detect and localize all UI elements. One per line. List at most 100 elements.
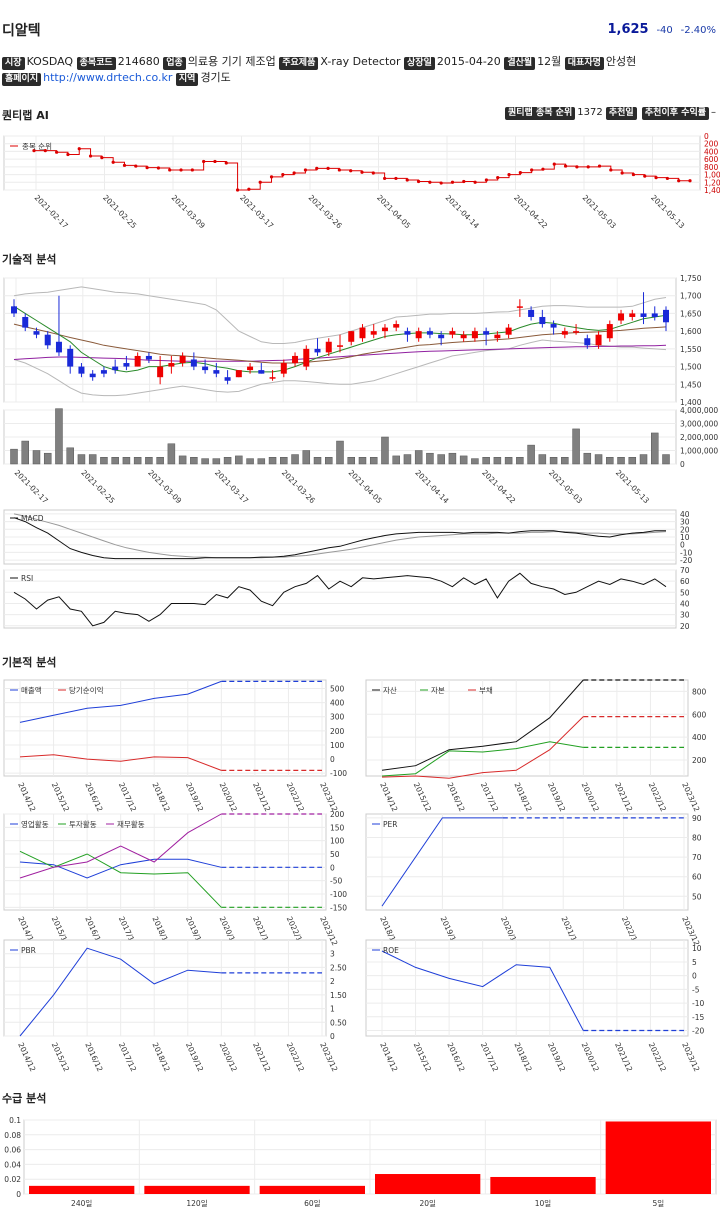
x-tick-label: 2021-05-03: [581, 193, 618, 230]
region-tag: 지역: [175, 73, 199, 86]
x-tick-label: 2021-04-14: [413, 468, 450, 505]
x-tick-label: 2022/12: [647, 1041, 668, 1073]
candle-body: [404, 331, 411, 335]
rank-point: [620, 171, 624, 175]
x-tick-label: 2016/12: [83, 781, 104, 813]
supply-bar: [375, 1174, 481, 1194]
y-tick-label: 50: [330, 850, 340, 859]
candle-body: [516, 306, 523, 308]
x-tick-label: 2015/12: [50, 781, 71, 813]
series-line: [381, 817, 503, 907]
y-tick-label: 600: [704, 155, 719, 164]
rank-point: [179, 168, 183, 172]
candle-body: [629, 313, 636, 317]
y-tick-label: 3,000,000: [680, 420, 718, 429]
volume-bar: [606, 457, 614, 465]
volume-bar: [88, 454, 97, 465]
y-tick-label: 20: [680, 525, 690, 534]
candle-body: [22, 316, 29, 328]
candle-body: [213, 370, 220, 374]
rank-point: [315, 166, 319, 170]
volume-bar: [538, 454, 547, 465]
homepage-link[interactable]: http://www.drtech.co.kr: [43, 71, 173, 84]
x-tick-label: 2020/12: [580, 781, 601, 813]
series-line: [19, 947, 222, 1037]
y-tick-label: 300: [330, 713, 345, 722]
y-tick-label: 1,200: [704, 178, 720, 187]
volume-bar: [437, 454, 445, 465]
y-tick-label: 0.02: [4, 1175, 21, 1184]
y-tick-label: -150: [330, 903, 347, 912]
rank-point: [541, 167, 545, 171]
x-tick-label: 2023/12: [318, 781, 339, 813]
quant-section-title: 퀀티랩 AI: [2, 109, 49, 122]
rec-date-tag: 추천일: [605, 107, 637, 120]
candle-body: [370, 331, 377, 335]
rank-point: [269, 175, 274, 179]
candle-body: [539, 316, 546, 325]
quant-tags: 퀀티랩 종목 순위 1372 추천일 추천이후 수익률 –: [505, 107, 716, 120]
candle-body: [145, 355, 152, 360]
volume-bar: [77, 454, 86, 465]
volume-bar: [594, 454, 603, 465]
x-tick-label: 2021/12: [613, 781, 634, 813]
y-tick-label: 1,600: [680, 327, 702, 336]
x-tick-label: 2014/12: [378, 1041, 399, 1073]
rank-point: [292, 171, 296, 175]
price-box: 1,625 -40 -2.40%: [607, 22, 716, 37]
candle-body: [292, 355, 299, 364]
x-tick-label: 2022/12: [647, 781, 668, 813]
volume-bar: [459, 455, 468, 465]
x-tick-label: 10일: [535, 1199, 552, 1208]
legend-label: 자본: [431, 686, 445, 695]
plot-frame: [3, 813, 327, 911]
rank-point: [394, 176, 398, 181]
rank-point: [462, 179, 466, 184]
y-tick-label: 1,450: [680, 380, 702, 389]
supply-bar: [490, 1176, 596, 1194]
rank-point: [337, 168, 341, 172]
rank-point: [360, 170, 364, 174]
supply-chart: 0 0.02 0.04 0.06 0.08 0.1 240일 120일 60일 20일 10일 5일: [4, 1116, 717, 1208]
y-tick-label: 400: [704, 147, 719, 156]
volume-bar: [55, 408, 63, 465]
x-tick-label: 2021-02-25: [101, 193, 138, 230]
x-tick-label: 2019/12: [546, 781, 567, 813]
y-tick-label: 0: [16, 1190, 21, 1199]
volume-bar: [583, 452, 592, 465]
rank-point: [450, 180, 455, 184]
rank-point: [383, 176, 387, 181]
volume-bar: [167, 443, 176, 465]
volume-bar: [414, 450, 423, 465]
series-line: [381, 716, 584, 779]
fiscal-tag: 결산월: [504, 57, 536, 70]
rank-value: 1372: [577, 107, 603, 118]
legend-label: 투자활동: [69, 819, 97, 829]
y-tick-label: 2.50: [330, 963, 347, 972]
candle-body: [55, 341, 62, 353]
rank-point: [156, 166, 161, 170]
macd-line: [13, 517, 666, 560]
y-tick-label: 20: [680, 622, 690, 631]
market-value: KOSDAQ: [26, 55, 74, 68]
x-tick-label: 2015/12: [412, 781, 433, 813]
x-tick-label: 120일: [186, 1199, 207, 1208]
listed-value: 2015-04-20: [436, 55, 501, 68]
candle-body: [134, 355, 141, 367]
x-tick-label: 2015/12: [412, 1041, 433, 1073]
technical-chart: 1,400 1,450 1,500 1,550 1,600 1,650 1,700 1,750…: [3, 274, 718, 631]
x-tick-label: 2018/12: [150, 1041, 171, 1073]
candle-body: [280, 363, 287, 374]
candle-body: [325, 341, 332, 353]
volume-bar: [336, 440, 344, 465]
x-tick-label: 2023/12: [680, 1041, 701, 1073]
volume-bar: [257, 458, 266, 465]
x-tick-label: 2017/12: [479, 781, 500, 813]
legend-label: 매출액: [21, 685, 42, 695]
x-tick-label: 2021-04-14: [444, 193, 481, 230]
x-tick-label: 2014/12: [16, 781, 37, 813]
candle-body: [123, 363, 130, 367]
x-tick-label: 2017/12: [117, 1041, 138, 1073]
return-tag: 추천이후 수익률: [641, 107, 709, 120]
volume-bar: [448, 452, 457, 465]
